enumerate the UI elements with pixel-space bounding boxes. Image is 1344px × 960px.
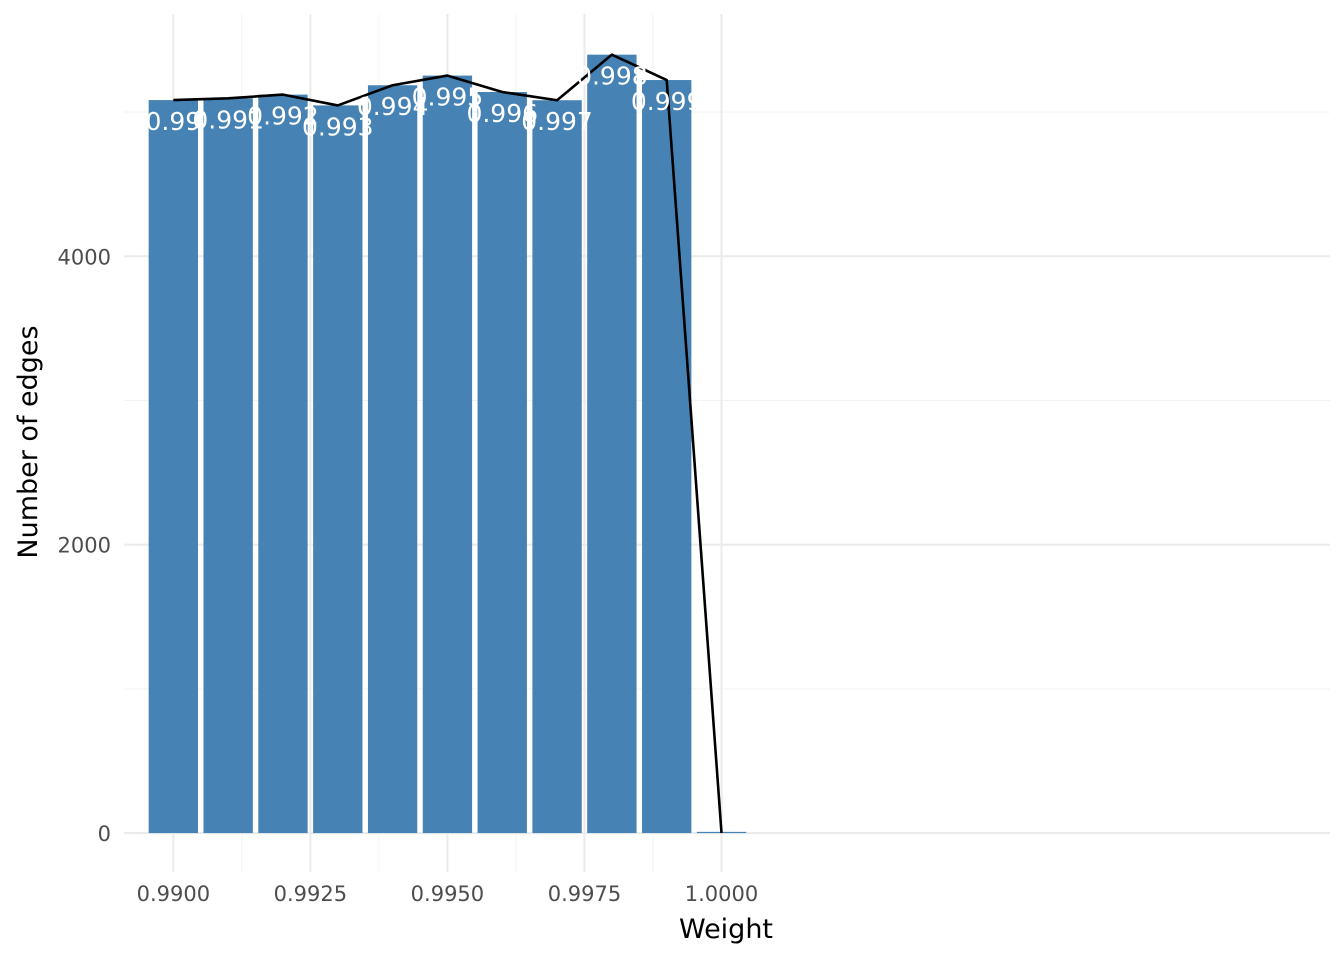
bar <box>587 54 637 834</box>
bar-value-label: 0.999 <box>631 87 703 116</box>
bar-value-label: 0.996 <box>466 99 538 128</box>
bar <box>367 85 418 834</box>
bar-value-label: 0.992 <box>247 102 319 131</box>
bar <box>258 94 308 834</box>
bar-value-label: 0.99 <box>146 107 202 136</box>
x-tick-label: 0.9900 <box>137 882 210 906</box>
x-axis-tick-labels: 0.9900 0.9925 0.9950 0.9975 1.0000 <box>137 882 759 906</box>
y-axis-title: Number of edges <box>13 325 44 558</box>
x-tick-label: 1.0000 <box>685 882 758 906</box>
bar <box>642 80 692 834</box>
y-tick-label: 2000 <box>58 534 111 558</box>
bar <box>422 75 473 834</box>
y-axis-tick-labels: 0 2000 4000 <box>58 245 111 846</box>
bar <box>203 98 253 834</box>
bar <box>477 92 527 834</box>
trend-line <box>173 53 723 834</box>
trend-line-group <box>173 53 723 834</box>
bars <box>148 54 747 834</box>
bar <box>313 105 363 834</box>
y-tick-label: 4000 <box>58 245 111 269</box>
bar-value-label: 0.993 <box>302 112 374 141</box>
bar-value-label: 0.991 <box>192 105 264 134</box>
x-tick-label: 0.9950 <box>411 882 484 906</box>
x-axis-title: Weight <box>679 914 773 945</box>
x-tick-label: 0.9925 <box>274 882 347 906</box>
bar-value-label: 0.997 <box>521 107 593 136</box>
bar-value-label: 0.995 <box>412 83 484 112</box>
y-tick-label: 0 <box>98 822 111 846</box>
bar <box>532 100 582 834</box>
bar <box>148 100 199 834</box>
bar-value-label: 0.998 <box>576 62 648 91</box>
x-tick-label: 0.9975 <box>548 882 621 906</box>
bar-value-label: 0.994 <box>357 92 429 121</box>
